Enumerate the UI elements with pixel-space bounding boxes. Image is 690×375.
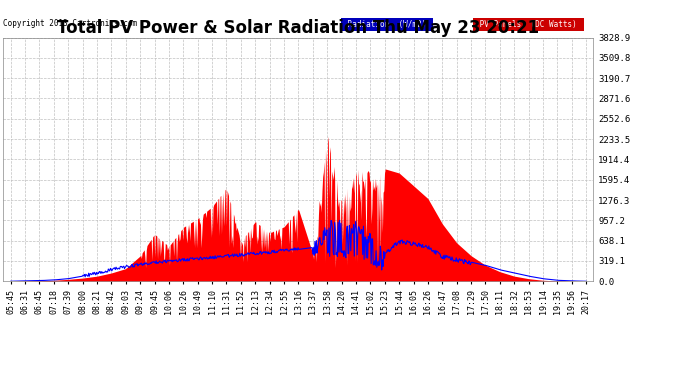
Text: PV Panels  (DC Watts): PV Panels (DC Watts) (475, 20, 582, 29)
Text: Radiation  (W/m2): Radiation (W/m2) (343, 20, 431, 29)
Text: Copyright 2013 Cartronics.com: Copyright 2013 Cartronics.com (3, 19, 137, 28)
Title: Total PV Power & Solar Radiation Thu May 23 20:21: Total PV Power & Solar Radiation Thu May… (57, 20, 540, 38)
